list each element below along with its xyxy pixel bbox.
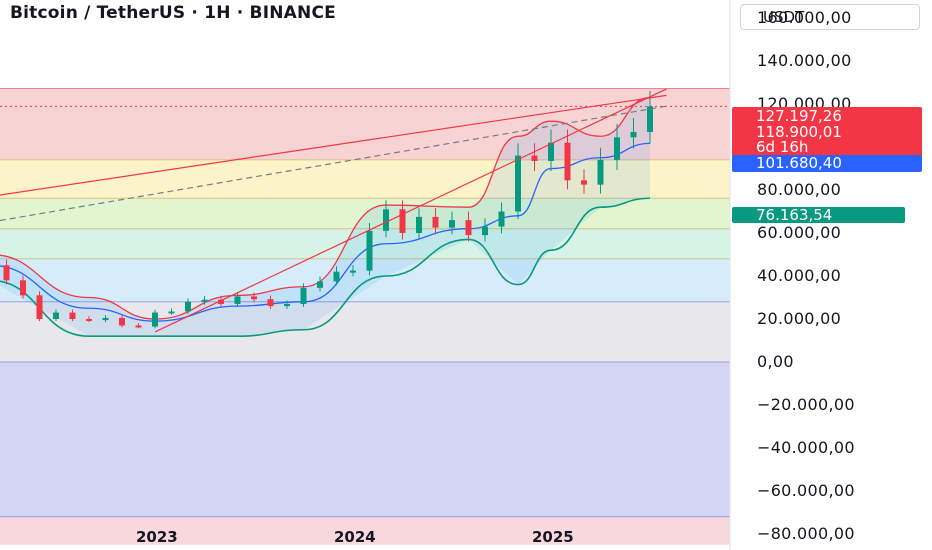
zone-band: [0, 362, 730, 517]
trendline: [0, 105, 667, 222]
zone-band: [0, 301, 730, 362]
price-axis-label: −40.000,00: [757, 438, 855, 457]
candle-body: [515, 155, 521, 212]
candles: [3, 91, 653, 329]
time-axis-label: 2023: [136, 528, 178, 546]
price-axis-label: 0,00: [757, 352, 794, 371]
candle-body: [465, 220, 472, 236]
candle-body: [647, 106, 653, 132]
candle-body: [317, 281, 323, 288]
zone-band: [0, 258, 730, 302]
candle-body: [53, 312, 59, 319]
level-upper-tag: 127.197,26: [732, 107, 922, 126]
candle-body: [168, 311, 175, 314]
candle-body: [251, 296, 257, 300]
candle-body: [581, 180, 587, 185]
candle-body: [300, 287, 307, 304]
ma-tag: 101.680,40: [732, 155, 922, 172]
price-axis-label: 140.000,00: [757, 51, 852, 70]
trendlines: [0, 88, 667, 333]
candle-body: [267, 299, 274, 307]
bollinger-upper-line: [0, 96, 651, 320]
price-axis-label: 40.000,00: [757, 266, 842, 285]
candle-body: [548, 142, 554, 161]
candle-body: [86, 319, 92, 321]
price-axis-label: −80.000,00: [757, 524, 855, 543]
candle-body: [36, 295, 43, 319]
band-fill: [0, 97, 650, 337]
candle-body: [102, 317, 109, 321]
trendline: [154, 88, 667, 333]
candle-body: [399, 209, 406, 233]
price-axis-label: 160.000,00: [757, 8, 852, 27]
zone-band: [0, 516, 730, 545]
price-axis-label: 60.000,00: [757, 223, 842, 242]
price-axis-label: 80.000,00: [757, 180, 842, 199]
candle-body: [432, 216, 439, 228]
candle-body: [597, 159, 604, 185]
zone-boundaries: [0, 88, 730, 518]
lower-band-tag: 76.163,54: [732, 207, 905, 223]
price-axis-label: 20.000,00: [757, 309, 842, 328]
last-price-tag: 118.900,01 6d 16h: [732, 124, 922, 157]
candle-body: [152, 312, 158, 327]
ma-value: 101.680,40: [756, 154, 842, 172]
candle-body: [218, 299, 224, 304]
candle-body: [482, 226, 488, 236]
candle-body: [383, 209, 389, 231]
candle-body: [531, 155, 538, 161]
symbol-title[interactable]: Bitcoin / TetherUS · 1H · BINANCE: [10, 3, 336, 23]
trendline: [0, 94, 667, 196]
candle-body: [614, 137, 620, 160]
zone-band: [0, 88, 730, 160]
fib-zones: [0, 88, 730, 545]
candle-body: [20, 280, 26, 296]
candle-body: [3, 265, 10, 281]
candle-body: [333, 271, 340, 282]
time-axis-label: 2025: [532, 528, 574, 546]
candle-body: [234, 296, 241, 304]
candle-body: [119, 317, 125, 326]
price-axis-label: −60.000,00: [757, 481, 855, 500]
candle-body: [449, 220, 455, 228]
bar-countdown: 6d 16h: [756, 138, 809, 156]
candle-body: [498, 211, 505, 227]
price-axis-label: −20.000,00: [757, 395, 855, 414]
candle-body: [69, 312, 76, 319]
time-axis-label: 2024: [334, 528, 376, 546]
zone-band: [0, 159, 730, 199]
zone-band: [0, 228, 730, 259]
bollinger-lower-line: [0, 197, 651, 338]
candle-body: [135, 325, 142, 328]
candle-body: [284, 303, 290, 307]
currency-button[interactable]: USDT: [740, 4, 920, 30]
candle-body: [564, 142, 571, 181]
candle-body: [201, 299, 208, 302]
candle-body: [416, 216, 422, 233]
lower-band-value: 76.163,54: [756, 206, 833, 224]
candle-body: [185, 301, 191, 312]
candle-body: [366, 230, 373, 271]
candle-body: [630, 131, 637, 138]
candle-body: [350, 270, 356, 273]
level-upper-value: 127.197,26: [756, 107, 842, 125]
last-price-value: 118.900,01: [756, 123, 842, 141]
